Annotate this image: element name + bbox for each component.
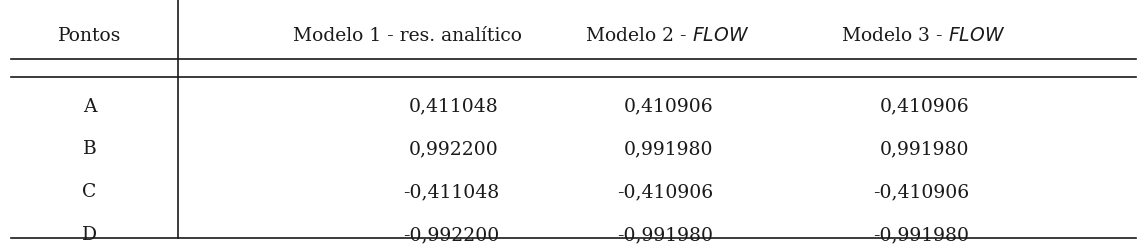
Text: Modelo 1 - res. analítico: Modelo 1 - res. analítico xyxy=(292,26,522,45)
Text: Modelo 2 - $\mathit{FLOW}$: Modelo 2 - $\mathit{FLOW}$ xyxy=(585,26,750,45)
Text: -0,410906: -0,410906 xyxy=(617,183,713,201)
Text: -0,410906: -0,410906 xyxy=(873,183,969,201)
Text: D: D xyxy=(81,226,97,244)
Text: Modelo 3 - $\mathit{FLOW}$: Modelo 3 - $\mathit{FLOW}$ xyxy=(841,26,1006,45)
Text: 0,991980: 0,991980 xyxy=(624,140,713,159)
Text: 0,992200: 0,992200 xyxy=(409,140,499,159)
Text: 0,991980: 0,991980 xyxy=(880,140,969,159)
Text: A: A xyxy=(83,98,96,116)
Text: Pontos: Pontos xyxy=(57,26,122,45)
Text: C: C xyxy=(83,183,96,201)
Text: -0,991980: -0,991980 xyxy=(873,226,969,244)
Text: B: B xyxy=(83,140,96,159)
Text: 0,411048: 0,411048 xyxy=(409,98,499,116)
Text: 0,410906: 0,410906 xyxy=(880,98,969,116)
Text: -0,411048: -0,411048 xyxy=(403,183,499,201)
Text: -0,991980: -0,991980 xyxy=(617,226,713,244)
Text: 0,410906: 0,410906 xyxy=(624,98,713,116)
Text: -0,992200: -0,992200 xyxy=(403,226,499,244)
